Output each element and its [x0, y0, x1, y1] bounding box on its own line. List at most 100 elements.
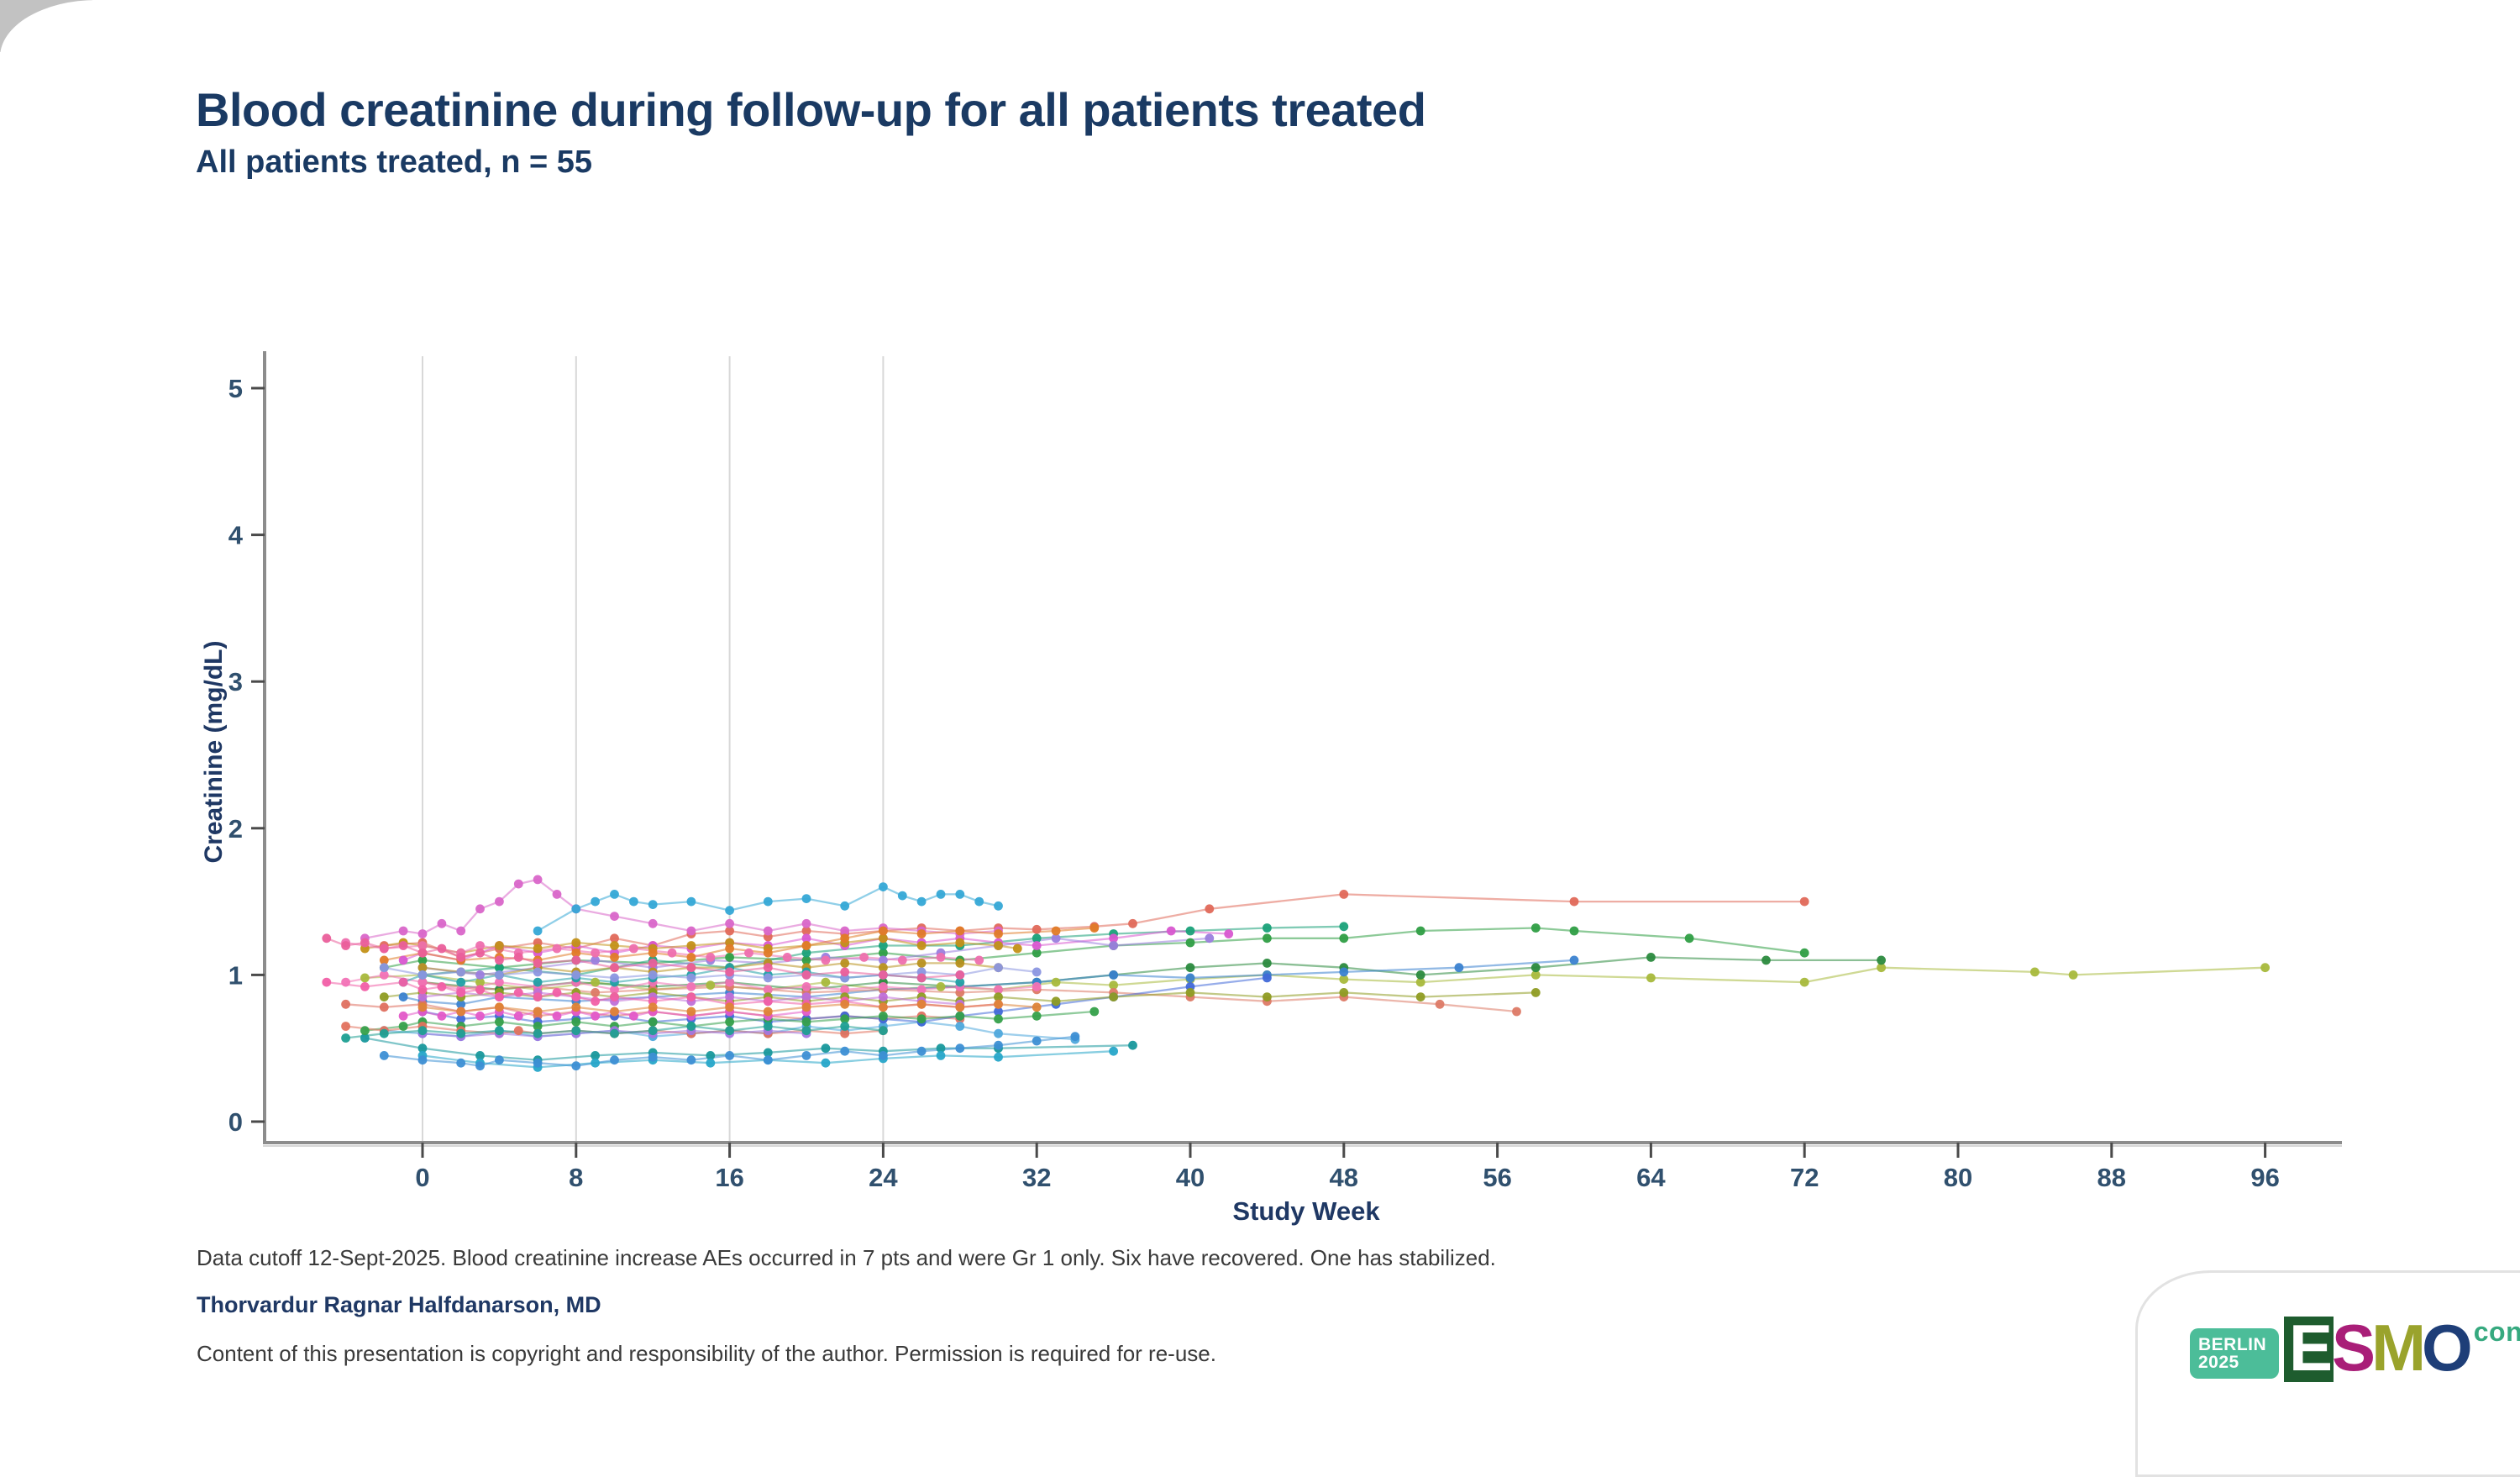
series-point-pt-12 [610, 912, 619, 921]
series-line-pt-09 [422, 1050, 1114, 1069]
series-point-pt-01 [801, 926, 811, 936]
series-point-pt-03 [1185, 938, 1195, 948]
series-point-pt-16 [955, 959, 965, 968]
series-point-pt-13 [571, 904, 581, 914]
series-point-pt-26 [801, 992, 811, 1001]
series-point-pt-07 [1185, 926, 1195, 936]
series-point-pt-17 [879, 982, 888, 991]
series-point-pt-32 [495, 1026, 504, 1036]
series-point-pt-31 [629, 1011, 638, 1021]
series-point-pt-23 [1109, 992, 1118, 1001]
series-point-pt-24 [648, 1017, 658, 1027]
series-point-pt-13 [610, 890, 619, 899]
series-point-pt-12 [686, 926, 696, 936]
series-point-pt-01 [1799, 896, 1809, 907]
series-point-pt-32 [610, 1028, 619, 1038]
series-point-pt-12 [398, 926, 408, 936]
series-point-pt-07 [1339, 922, 1349, 932]
series-point-pt-18 [706, 953, 716, 962]
series-point-pt-15 [686, 953, 696, 962]
series-point-pt-34 [879, 1051, 888, 1060]
series-point-pt-15 [840, 933, 850, 943]
series-point-pt-01 [725, 926, 734, 936]
x-tick-label-0: 0 [415, 1163, 429, 1192]
series-point-pt-28 [571, 992, 581, 1001]
series-point-pt-24 [994, 1014, 1003, 1024]
series-line-pt-12 [365, 878, 999, 939]
series-point-pt-13 [994, 901, 1003, 911]
series-point-pt-27 [398, 941, 408, 950]
x-tick-label-56: 56 [1483, 1163, 1511, 1192]
series-point-pt-15 [801, 941, 811, 950]
series-point-pt-16 [417, 963, 428, 973]
series-point-pt-27 [495, 955, 504, 965]
series-point-pt-34 [571, 1061, 581, 1071]
series-point-pt-33 [417, 1002, 428, 1012]
series-point-pt-15 [879, 926, 888, 936]
series-point-pt-17 [1032, 982, 1042, 991]
series-point-pt-03 [1799, 948, 1809, 958]
esmo-wordmark: E S M O [2284, 1311, 2473, 1385]
series-point-pt-25 [648, 970, 658, 980]
series-point-pt-32 [379, 1028, 389, 1038]
series-point-pt-34 [801, 1051, 811, 1060]
series-point-pt-27 [686, 963, 696, 973]
esmo-letter-s: S [2332, 1311, 2376, 1385]
series-point-pt-28 [437, 982, 447, 991]
series-point-pt-27 [322, 933, 332, 943]
series-point-pt-25 [686, 973, 696, 983]
x-tick-label-16: 16 [715, 1163, 743, 1192]
series-point-pt-25 [495, 970, 504, 980]
series-point-pt-06 [1512, 1007, 1521, 1017]
series-point-pt-13 [897, 891, 907, 901]
series-point-pt-33 [801, 1002, 811, 1012]
series-point-pt-08 [1128, 1040, 1137, 1050]
series-point-pt-18 [821, 955, 831, 965]
series-point-pt-31 [591, 1011, 600, 1021]
series-point-pt-14 [994, 941, 1003, 950]
series-point-pt-27 [763, 963, 773, 973]
series-point-pt-33 [648, 1002, 658, 1012]
series-point-pt-10 [1109, 933, 1118, 943]
title-block: Blood creatinine during follow-up for al… [196, 84, 1426, 181]
berlin-2025-badge: BERLIN 2025 [2190, 1328, 2279, 1379]
series-point-pt-28 [610, 992, 619, 1001]
series-point-pt-33 [840, 999, 850, 1009]
series-point-pt-22 [533, 977, 543, 987]
series-point-pt-24 [725, 1017, 734, 1027]
series-point-pt-11 [591, 955, 600, 965]
series-point-pt-17 [341, 977, 350, 987]
series-point-pt-10 [1166, 926, 1176, 936]
series-point-pt-17 [916, 985, 927, 995]
series-point-pt-16 [916, 959, 927, 968]
series-point-pt-02 [706, 980, 716, 990]
series-point-pt-34 [840, 1046, 850, 1056]
series-point-pt-09 [1109, 1046, 1118, 1056]
series-point-pt-09 [706, 1058, 716, 1068]
series-point-pt-21 [994, 1007, 1003, 1017]
series-point-pt-34 [916, 1046, 927, 1056]
series-point-pt-34 [417, 1055, 428, 1065]
series-point-pt-06 [591, 988, 600, 997]
series-point-pt-24 [801, 1017, 811, 1027]
series-point-pt-02 [1339, 975, 1349, 984]
x-tick-label-64: 64 [1636, 1163, 1666, 1192]
series-point-pt-31 [398, 1011, 408, 1021]
series-point-pt-24 [533, 1022, 543, 1031]
series-point-pt-26 [879, 992, 888, 1001]
series-point-pt-31 [552, 1011, 562, 1021]
series-point-pt-25 [379, 963, 389, 973]
x-tick-label-40: 40 [1176, 1163, 1205, 1192]
series-point-pt-02 [475, 977, 485, 987]
series-point-pt-12 [648, 918, 658, 928]
series-point-pt-05 [398, 992, 408, 1001]
series-point-pt-05 [1569, 955, 1579, 965]
series-point-pt-22 [456, 977, 466, 987]
series-point-pt-28 [398, 977, 408, 987]
series-point-pt-11 [1051, 933, 1061, 943]
series-point-pt-24 [879, 1011, 888, 1021]
series-point-pt-01 [1569, 896, 1579, 907]
series-point-pt-13 [533, 926, 543, 936]
y-tick-label-5: 5 [228, 374, 243, 403]
esmo-logo: BERLIN 2025 E S M O congress [2190, 1311, 2520, 1385]
